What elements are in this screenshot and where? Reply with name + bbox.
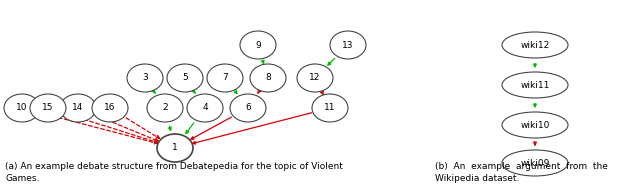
Ellipse shape	[187, 94, 223, 122]
Text: 4: 4	[202, 103, 208, 113]
Ellipse shape	[312, 94, 348, 122]
Text: (a) An example debate structure from Debatepedia for the topic of Violent
Games.: (a) An example debate structure from Deb…	[5, 162, 343, 183]
Ellipse shape	[240, 31, 276, 59]
Ellipse shape	[502, 150, 568, 176]
Text: 5: 5	[182, 74, 188, 82]
Text: wiki12: wiki12	[520, 41, 550, 49]
Ellipse shape	[502, 32, 568, 58]
Text: 3: 3	[142, 74, 148, 82]
Text: wiki11: wiki11	[520, 80, 550, 90]
Text: 13: 13	[342, 41, 354, 49]
Ellipse shape	[297, 64, 333, 92]
Ellipse shape	[250, 64, 286, 92]
Ellipse shape	[207, 64, 243, 92]
Text: 2: 2	[162, 103, 168, 113]
Text: 7: 7	[222, 74, 228, 82]
Ellipse shape	[60, 94, 96, 122]
Ellipse shape	[502, 72, 568, 98]
Text: 10: 10	[16, 103, 28, 113]
Text: 12: 12	[309, 74, 321, 82]
Text: 6: 6	[245, 103, 251, 113]
Text: 9: 9	[255, 41, 261, 49]
Ellipse shape	[92, 94, 128, 122]
Text: 16: 16	[104, 103, 116, 113]
Ellipse shape	[157, 134, 193, 162]
Ellipse shape	[4, 94, 40, 122]
Text: 8: 8	[265, 74, 271, 82]
Text: 15: 15	[42, 103, 54, 113]
Ellipse shape	[127, 64, 163, 92]
Text: (b)  An  example  argument  from  the
Wikipedia dataset.: (b) An example argument from the Wikiped…	[435, 162, 608, 183]
Ellipse shape	[330, 31, 366, 59]
Ellipse shape	[502, 112, 568, 138]
Ellipse shape	[30, 94, 66, 122]
Text: wiki09: wiki09	[520, 158, 550, 168]
Ellipse shape	[147, 94, 183, 122]
Ellipse shape	[230, 94, 266, 122]
Ellipse shape	[167, 64, 203, 92]
Text: wiki10: wiki10	[520, 120, 550, 130]
Text: 14: 14	[72, 103, 84, 113]
Text: 11: 11	[324, 103, 336, 113]
Text: 1: 1	[172, 144, 178, 152]
